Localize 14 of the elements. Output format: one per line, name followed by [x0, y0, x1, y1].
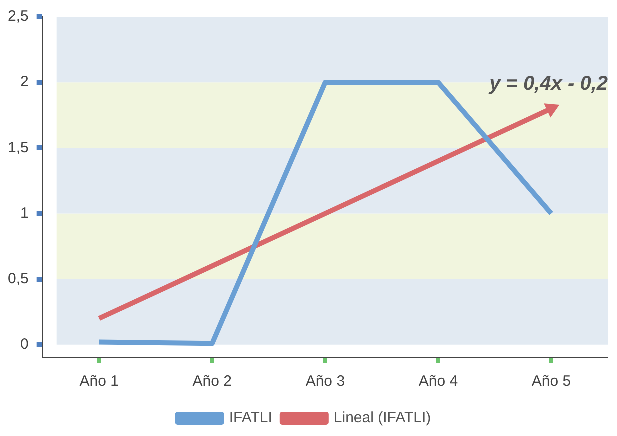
x-tick-label: Año 3 [306, 373, 346, 390]
y-tick-label: 0,5 [8, 270, 29, 288]
y-tick-label: 2 [20, 74, 29, 91]
x-tick-label: Año 5 [532, 373, 572, 390]
annotation: y = 0,4x - 0,2 [488, 73, 608, 96]
y-tick-label: 1,5 [8, 139, 29, 156]
y-tick-label: 0 [20, 336, 29, 354]
legend-label: IFATLI [229, 410, 272, 427]
y-tick-label: 2,5 [8, 8, 29, 26]
x-tick-label: Año 2 [192, 373, 232, 390]
y-tick-label: 1 [20, 204, 29, 222]
legend-label: Lineal (IFATLI) [334, 410, 432, 427]
x-tick-label: Año 4 [418, 373, 458, 390]
x-tick-label: Año 1 [80, 373, 119, 390]
